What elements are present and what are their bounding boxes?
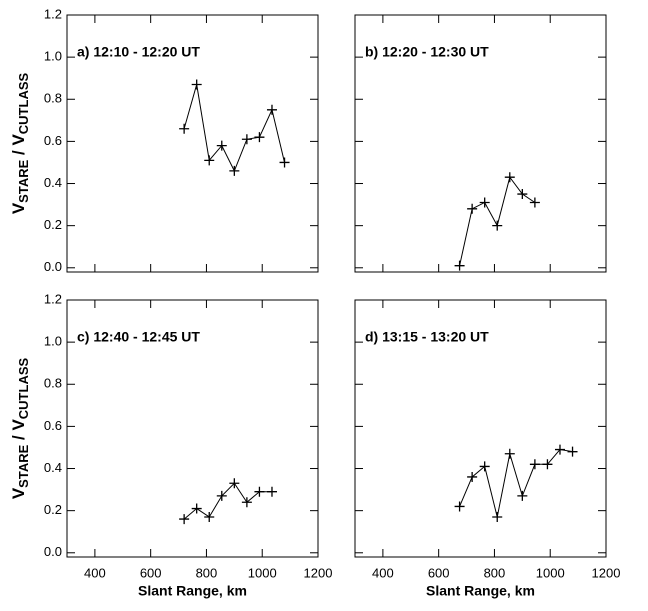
plot-frame [66,299,319,558]
x-tick-label: 400 [84,565,106,580]
panel-title: b) 12:20 - 12:30 UT [365,44,489,60]
panel-title: c) 12:40 - 12:45 UT [77,329,200,345]
data-point [204,155,215,166]
y-axis-label-part: / V [9,419,28,445]
y-tick-label: 0.4 [44,175,62,190]
y-axis-label-part: V [9,202,28,214]
x-tick-label: 800 [196,565,218,580]
x-tick-label: 600 [428,565,450,580]
data-point [229,478,240,489]
data-line [183,482,272,520]
y-tick-label: 0.2 [44,217,62,232]
x-tick-label: 1200 [592,565,621,580]
x-axis-label: Slant Range, km [138,583,247,599]
data-point [504,448,515,459]
data-point [216,140,227,151]
y-tick-label: 0.4 [44,460,62,475]
data-point [479,461,490,472]
data-point [504,172,515,183]
plot-frame [66,14,319,273]
y-axis-label-part: STARE [16,159,31,202]
x-tick-label: 600 [140,565,162,580]
y-tick-label: 1.0 [44,334,62,349]
data-point [179,514,190,525]
data-point [467,203,478,214]
plot-frame [354,299,607,558]
y-tick-label: 0.6 [44,418,62,433]
y-axis-label-part: CUTLASS [16,72,31,134]
y-tick-label: 0.0 [44,544,62,559]
y-axis-label-part: CUTLASS [16,357,31,419]
data-point [279,157,290,168]
data-line [459,449,573,518]
panel-title: d) 13:15 - 13:20 UT [365,329,489,345]
data-point [492,220,503,231]
y-tick-label: 0.6 [44,133,62,148]
x-tick-label: 400 [372,565,394,580]
data-point [241,497,252,508]
data-point [454,501,465,512]
data-point [529,197,540,208]
data-point [517,189,528,200]
data-point [529,459,540,470]
y-axis-label-part: STARE [16,444,31,487]
y-tick-label: 0.8 [44,376,62,391]
data-point [567,446,578,457]
data-point [216,490,227,501]
y-tick-label: 1.2 [44,6,62,21]
data-point [554,444,565,455]
x-tick-label: 1200 [304,565,333,580]
y-axis-label-part: V [9,487,28,499]
data-point [266,104,277,115]
y-tick-label: 0.0 [44,259,62,274]
data-point [454,260,465,271]
data-point [179,123,190,134]
data-point [229,165,240,176]
data-point [204,511,215,522]
plot-frame [354,14,607,273]
data-point [492,511,503,522]
data-point [254,132,265,143]
x-tick-label: 800 [484,565,506,580]
y-axis-label: VSTARE / VCUTLASS [9,72,31,214]
x-axis-label: Slant Range, km [426,583,535,599]
data-point [266,486,277,497]
data-point [191,503,202,514]
y-axis-label: VSTARE / VCUTLASS [9,357,31,499]
data-point [241,134,252,145]
data-point [479,197,490,208]
y-tick-label: 1.2 [44,291,62,306]
y-tick-label: 0.8 [44,91,62,106]
x-tick-label: 1000 [536,565,565,580]
y-tick-label: 0.2 [44,502,62,517]
panel-title: a) 12:10 - 12:20 UT [77,44,200,60]
data-line [183,84,286,173]
data-point [254,486,265,497]
data-point [467,471,478,482]
y-axis-label-part: / V [9,134,28,160]
data-point [191,79,202,90]
data-point [517,490,528,501]
x-tick-label: 1000 [248,565,277,580]
y-tick-label: 1.0 [44,49,62,64]
data-point [542,459,553,470]
